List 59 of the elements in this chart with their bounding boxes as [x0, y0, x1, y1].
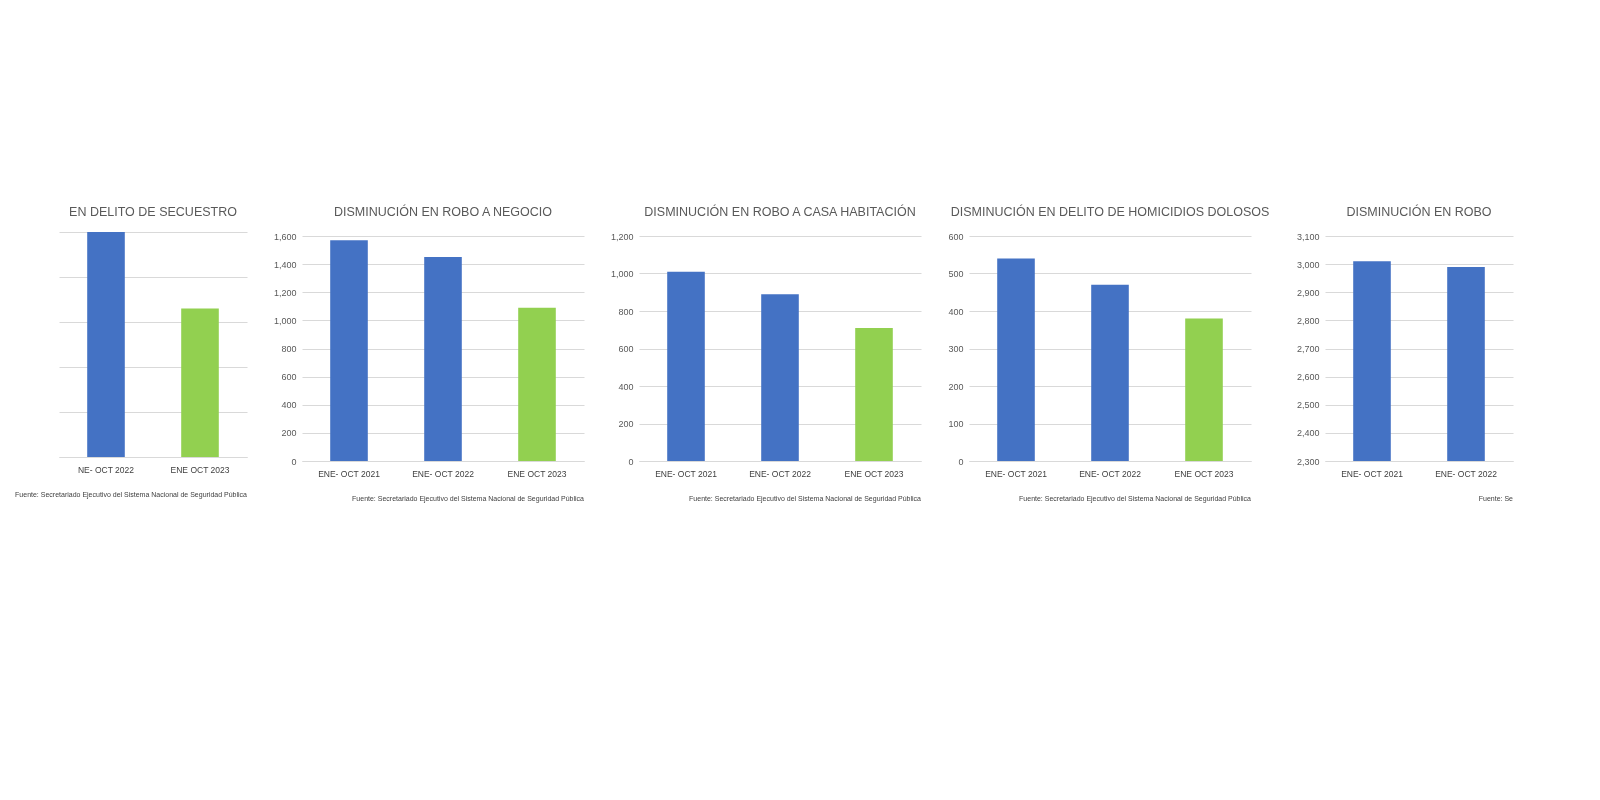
bar: [667, 271, 705, 461]
x-tick-label: ENE- OCT 2022: [412, 468, 475, 479]
y-tick-label: 2,800: [1296, 315, 1320, 326]
bar: [330, 240, 368, 461]
chart-title: EN DELITO DE SECUESTRO: [69, 204, 238, 219]
y-tick-label: 600: [948, 231, 964, 242]
x-tick-label: ENE OCT 2023: [170, 464, 230, 475]
y-tick-label: 500: [948, 269, 964, 279]
x-tick-label: ENE- OCT 2021: [318, 468, 381, 479]
x-tick-label: ENE- OCT 2021: [1341, 468, 1404, 479]
y-tick-label: 1,000: [273, 315, 297, 326]
bar: [1185, 318, 1223, 461]
x-tick-label: ENE OCT 2023: [844, 468, 904, 479]
chart-title: DISMINUCIÓN EN DELITO DE HOMICIDIOS DOLOSOS: [950, 203, 1270, 219]
y-tick-label: 1,400: [273, 259, 297, 270]
y-tick-label: 2,700: [1296, 344, 1320, 354]
bar: [855, 327, 893, 461]
x-tick-label: ENE- OCT 2022: [749, 468, 812, 479]
y-tick-label: 3,000: [1296, 259, 1320, 270]
bar: [518, 307, 556, 461]
y-tick-label: 3,100: [1296, 231, 1320, 242]
y-tick-label: 300: [948, 344, 964, 354]
chart-title: DISMINUCIÓN EN ROBO A NEGOCIO: [333, 203, 553, 219]
y-tick-label: 2,400: [1296, 428, 1320, 439]
chart-title: DISMINUCIÓN EN ROBO: [1346, 203, 1492, 219]
y-tick-label: 200: [948, 381, 964, 392]
y-tick-label: 600: [618, 344, 634, 354]
y-tick-label: 400: [618, 381, 634, 392]
y-tick-label: 400: [948, 306, 964, 317]
y-tick-label: 2,500: [1296, 400, 1320, 411]
y-tick-label: 0: [291, 456, 297, 467]
y-tick-label: 1,200: [273, 287, 297, 298]
bar: [997, 258, 1035, 461]
chart-title: DISMINUCIÓN EN ROBO A CASA HABITACIÓN: [644, 203, 916, 219]
y-tick-label: 1,000: [610, 269, 634, 279]
x-tick-label: ENE OCT 2023: [507, 468, 567, 479]
y-tick-label: 800: [618, 306, 634, 317]
y-tick-label: 2,600: [1296, 372, 1320, 383]
x-tick-label: ENE- OCT 2022: [1435, 468, 1498, 479]
y-tick-label: 2,900: [1296, 287, 1320, 298]
bar: [1091, 284, 1129, 461]
x-tick-label: ENE- OCT 2021: [985, 468, 1048, 479]
x-tick-label: ENE OCT 2023: [1174, 468, 1234, 479]
y-tick-label: 100: [948, 419, 964, 429]
y-tick-label: 200: [618, 419, 634, 429]
y-tick-label: 400: [281, 400, 297, 411]
x-tick-label: ENE- OCT 2022: [1079, 468, 1142, 479]
y-tick-label: 600: [281, 372, 297, 383]
y-tick-label: 1,200: [610, 231, 634, 242]
x-tick-label: NE- OCT 2022: [77, 464, 135, 475]
x-tick-label: ENE- OCT 2021: [655, 468, 718, 479]
y-tick-label: 2,300: [1296, 456, 1320, 467]
bar: [424, 257, 462, 461]
y-tick-label: 200: [281, 428, 297, 439]
bar: [761, 294, 799, 461]
y-tick-label: 1,600: [273, 231, 297, 242]
y-tick-label: 0: [958, 456, 964, 467]
y-tick-label: 0: [628, 456, 634, 467]
y-tick-label: 800: [281, 344, 297, 354]
